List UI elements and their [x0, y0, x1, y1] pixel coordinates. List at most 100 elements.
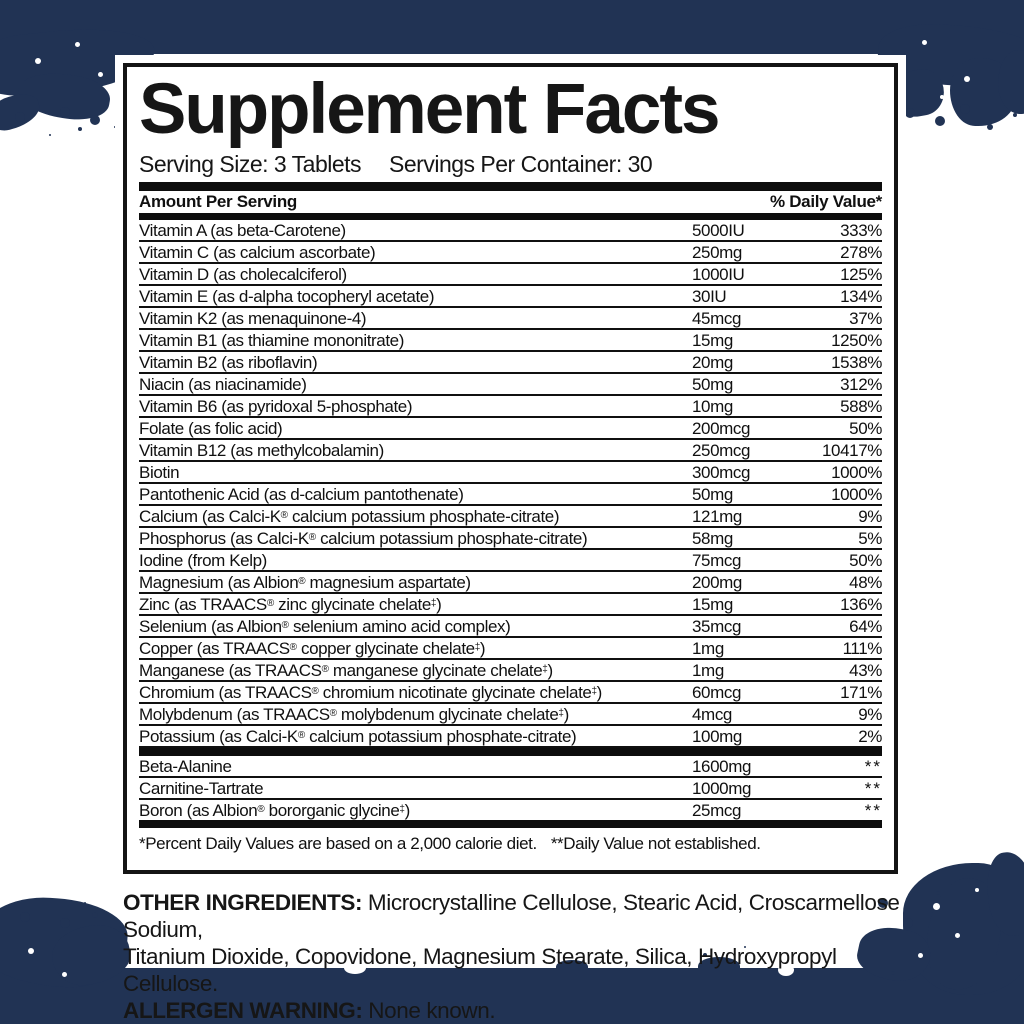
column-header-row: Amount Per Serving % Daily Value*: [139, 191, 882, 213]
table-row: Potassium (as Calci-K® calcium potassium…: [139, 726, 882, 748]
table-row: Vitamin B6 (as pyridoxal 5-phosphate) 10m…: [139, 396, 882, 418]
paint-speckle: [778, 964, 794, 976]
allergen-warning-line: ALLERGEN WARNING: None known.: [123, 997, 905, 1024]
ingredient-daily-value: 171%: [840, 683, 882, 702]
ingredient-daily-value: **: [864, 779, 882, 798]
paint-speckle: [35, 58, 41, 64]
ingredient-name: Molybdenum (as TRAACS® molybdenum glycin…: [139, 705, 569, 724]
divider-bar: [139, 213, 882, 220]
ingredient-amount: 1000mg: [692, 779, 752, 798]
table-row: Iodine (from Kelp) 75mcg 50%: [139, 550, 882, 572]
paint-speckle: [922, 40, 927, 45]
table-row: Vitamin C (as calcium ascorbate) 250mg 278…: [139, 242, 882, 264]
table-row: Vitamin A (as beta-Carotene) 5000IU 333%: [139, 220, 882, 242]
ingredient-daily-value: 9%: [858, 507, 882, 526]
ingredient-name: Copper (as TRAACS® copper glycinate chel…: [139, 639, 486, 658]
top-paint-band: [0, 0, 1024, 54]
paint-splatter-dots: [20, 912, 30, 922]
table-row: Pantothenic Acid (as d-calcium pantothen…: [139, 484, 882, 506]
ingredient-amount: 15mg: [692, 595, 733, 614]
table-row: Boron (as Albion® bororganic glycine‡) 25…: [139, 800, 882, 820]
ingredient-amount: 1600mg: [692, 757, 752, 776]
allergen-warning-label: ALLERGEN WARNING:: [123, 998, 363, 1023]
ingredient-amount: 300mcg: [692, 463, 751, 482]
ingredient-daily-value: 111%: [842, 639, 883, 658]
table-row: Vitamin D (as cholecalciferol) 1000IU 125%: [139, 264, 882, 286]
ingredient-name: Selenium (as Albion® selenium amino acid…: [139, 617, 511, 636]
paint-splatter: [556, 960, 588, 973]
table-row: Beta-Alanine 1600mg **: [139, 756, 882, 778]
ingredient-amount: 121mg: [692, 507, 742, 526]
ingredient-amount: 25mcg: [692, 801, 742, 820]
paint-speckle: [28, 948, 34, 954]
table-row: Molybdenum (as TRAACS® molybdenum glycin…: [139, 704, 882, 726]
ingredient-name: Manganese (as TRAACS® manganese glycinat…: [139, 661, 553, 680]
ingredient-name: Vitamin C (as calcium ascorbate): [139, 243, 376, 262]
paint-speckle: [344, 962, 366, 974]
divider-bar: [139, 748, 882, 756]
ingredient-name: Niacin (as niacinamide): [139, 375, 307, 394]
ingredient-amount: 50mg: [692, 485, 733, 504]
table-row: Vitamin B1 (as thiamine mononitrate) 15mg…: [139, 330, 882, 352]
ingredient-amount: 1mg: [692, 661, 724, 680]
ingredient-amount: 50mg: [692, 375, 733, 394]
paint-splatter: [998, 50, 1024, 114]
ingredient-amount: 15mg: [692, 331, 733, 350]
paint-speckle: [62, 972, 67, 977]
ingredient-amount: 60mcg: [692, 683, 742, 702]
ingredient-name: Calcium (as Calci-K® calcium potassium p…: [139, 507, 560, 526]
ingredient-amount: 5000IU: [692, 221, 745, 240]
paint-speckle: [940, 95, 944, 99]
table-row: Vitamin E (as d-alpha tocopheryl acetate…: [139, 286, 882, 308]
ingredient-amount: 250mcg: [692, 441, 751, 460]
ingredient-daily-value: 278%: [840, 243, 882, 262]
other-ingredients-label: OTHER INGREDIENTS:: [123, 890, 363, 915]
ingredient-name: Phosphorus (as Calci-K® calcium potassiu…: [139, 529, 588, 548]
ingredient-daily-value: 136%: [840, 595, 882, 614]
ingredient-name: Vitamin B2 (as riboflavin): [139, 353, 318, 372]
table-row: Niacin (as niacinamide) 50mg 312%: [139, 374, 882, 396]
ingredient-daily-value: 1000%: [831, 485, 882, 504]
ingredient-daily-value: 125%: [840, 265, 882, 284]
paint-speckle: [98, 72, 103, 77]
ingredient-name: Vitamin B1 (as thiamine mononitrate): [139, 331, 404, 350]
ingredient-daily-value: 50%: [849, 419, 882, 438]
paint-speckle: [75, 42, 80, 47]
paint-splatter-dots: [15, 112, 25, 122]
ingredient-daily-value: 64%: [849, 617, 882, 636]
ingredient-name: Magnesium (as Albion® magnesium aspartat…: [139, 573, 471, 592]
table-row: Copper (as TRAACS® copper glycinate chel…: [139, 638, 882, 660]
other-ingredients-line2: Titanium Dioxide, Copovidone, Magnesium …: [123, 944, 837, 996]
table-row: Zinc (as TRAACS® zinc glycinate chelate‡…: [139, 594, 882, 616]
other-ingredients-text: Microcrystalline Cellulose, Stearic Acid…: [123, 890, 900, 942]
footnote-percent-dv: *Percent Daily Values are based on a 2,0…: [139, 834, 537, 853]
ingredient-amount: 10mg: [692, 397, 733, 416]
ingredient-name: Carnitine-Tartrate: [139, 779, 264, 798]
ingredient-name: Pantothenic Acid (as d-calcium pantothen…: [139, 485, 464, 504]
table-row: Magnesium (as Albion® magnesium aspartat…: [139, 572, 882, 594]
table-row: Carnitine-Tartrate 1000mg **: [139, 778, 882, 800]
table-row: Calcium (as Calci-K® calcium potassium p…: [139, 506, 882, 528]
ingredient-daily-value: 588%: [840, 397, 882, 416]
table-row: Biotin 300mcg 1000%: [139, 462, 882, 484]
bottom-paint-band: [0, 968, 1024, 1024]
facts-table-extra: Beta-Alanine 1600mg ** Carnitine-Tartrate 10…: [139, 756, 882, 820]
ingredient-daily-value: 1538%: [831, 353, 882, 372]
ingredient-name: Potassium (as Calci-K® calcium potassium…: [139, 727, 577, 746]
ingredient-amount: 45mcg: [692, 309, 742, 328]
divider-bar: [139, 820, 882, 828]
table-row: Manganese (as TRAACS® manganese glycinat…: [139, 660, 882, 682]
daily-value-header: % Daily Value*: [769, 192, 882, 211]
paint-splatter: [698, 957, 740, 975]
daily-value-footnote: *Percent Daily Values are based on a 2,0…: [139, 828, 882, 854]
ingredient-amount: 30IU: [692, 287, 727, 306]
ingredient-daily-value: **: [864, 757, 882, 776]
ingredient-daily-value: 48%: [849, 573, 882, 592]
ingredient-amount: 75mcg: [692, 551, 742, 570]
ingredient-daily-value: 1000%: [831, 463, 882, 482]
table-row: Selenium (as Albion® selenium amino acid…: [139, 616, 882, 638]
ingredient-daily-value: 1250%: [831, 331, 882, 350]
paint-speckle: [933, 903, 940, 910]
ingredient-daily-value: 2%: [858, 727, 882, 746]
footnote-not-established: **Daily Value not established.: [550, 834, 761, 853]
